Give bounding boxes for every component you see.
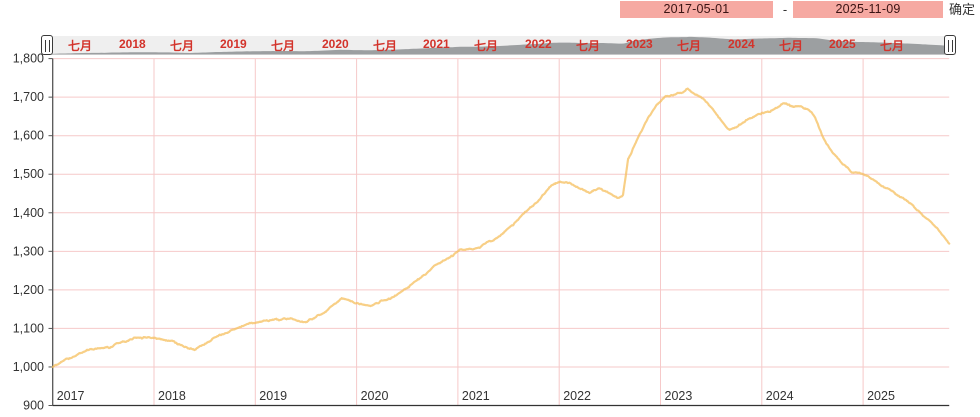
svg-text:1,300: 1,300 <box>13 244 44 258</box>
svg-text:1,500: 1,500 <box>13 167 44 181</box>
svg-text:2018: 2018 <box>158 389 186 403</box>
svg-text:2024: 2024 <box>766 389 794 403</box>
svg-text:1,200: 1,200 <box>13 283 44 297</box>
svg-text:900: 900 <box>23 399 44 413</box>
svg-text:1,000: 1,000 <box>13 360 44 374</box>
svg-text:2017: 2017 <box>57 389 85 403</box>
svg-text:2023: 2023 <box>665 389 693 403</box>
svg-text:1,600: 1,600 <box>13 129 44 143</box>
svg-text:2021: 2021 <box>462 389 490 403</box>
svg-text:2020: 2020 <box>361 389 389 403</box>
svg-text:2025: 2025 <box>867 389 895 403</box>
svg-text:1,800: 1,800 <box>13 52 44 66</box>
svg-text:2019: 2019 <box>259 389 287 403</box>
svg-text:2022: 2022 <box>563 389 591 403</box>
svg-text:1,400: 1,400 <box>13 206 44 220</box>
svg-text:1,100: 1,100 <box>13 321 44 335</box>
svg-text:1,700: 1,700 <box>13 90 44 104</box>
